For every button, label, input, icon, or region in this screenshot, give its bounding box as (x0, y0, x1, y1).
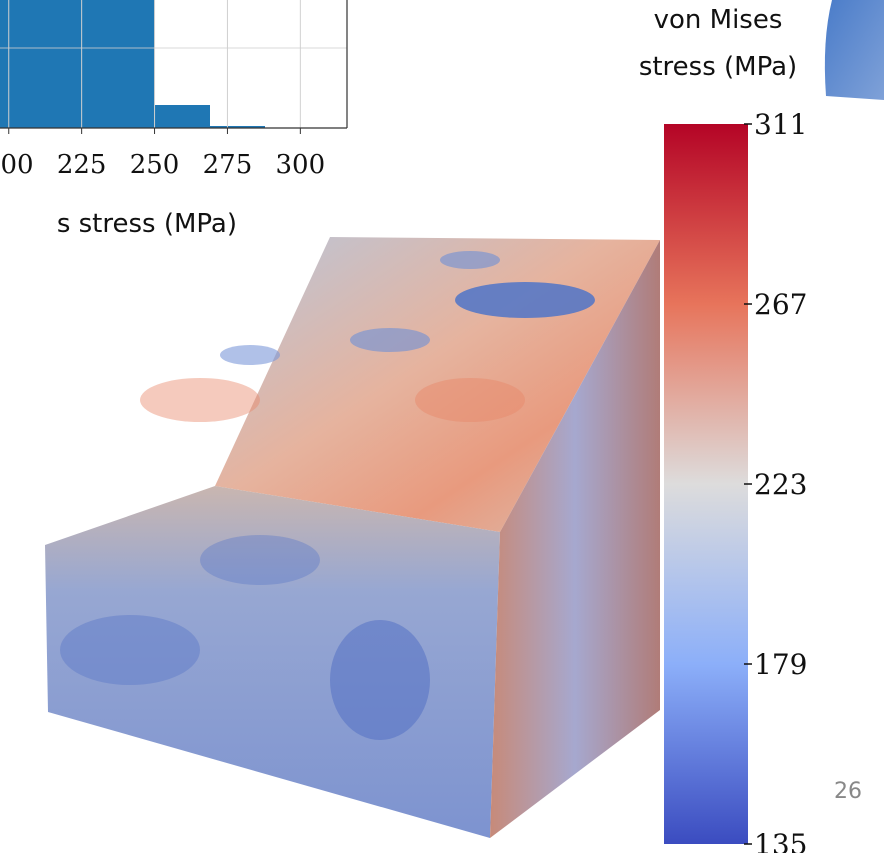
histogram: 200 225 250 275 300 s stress (MPa) (0, 0, 348, 239)
hist-bar (210, 126, 265, 128)
x-axis-label: s stress (MPa) (57, 209, 237, 239)
stress-region (440, 251, 500, 269)
colorbar-tick-label: 135 (754, 828, 807, 853)
hist-bar (155, 105, 210, 128)
decoration (824, 0, 884, 100)
colorbar-tick-label: 311 (754, 108, 807, 141)
stress-region (200, 535, 320, 585)
stress-region (140, 378, 260, 422)
colorbar (664, 124, 748, 844)
block-front (45, 486, 500, 838)
x-tick-label: 250 (130, 150, 180, 180)
stress-region (60, 615, 200, 685)
x-tick-label: 200 (0, 150, 34, 180)
colorbar-tick-label: 267 (754, 288, 807, 321)
block-side (490, 240, 660, 838)
stress-region (330, 620, 430, 740)
stress-region (415, 378, 525, 422)
colorbar-title: von Mises (654, 5, 783, 35)
x-tick-label: 300 (276, 150, 326, 180)
stress-region (350, 328, 430, 352)
stress-region (220, 345, 280, 365)
colorbar-tick-label: 223 (754, 468, 807, 501)
x-tick-label: 225 (57, 150, 107, 180)
colorbar-tick-label: 179 (754, 648, 807, 681)
x-tick-label: 275 (203, 150, 253, 180)
page-number: 26 (834, 779, 862, 804)
hist-bar (0, 0, 155, 128)
stress-region (455, 282, 595, 318)
stress-block (45, 237, 660, 838)
colorbar-title: stress (MPa) (639, 52, 797, 82)
